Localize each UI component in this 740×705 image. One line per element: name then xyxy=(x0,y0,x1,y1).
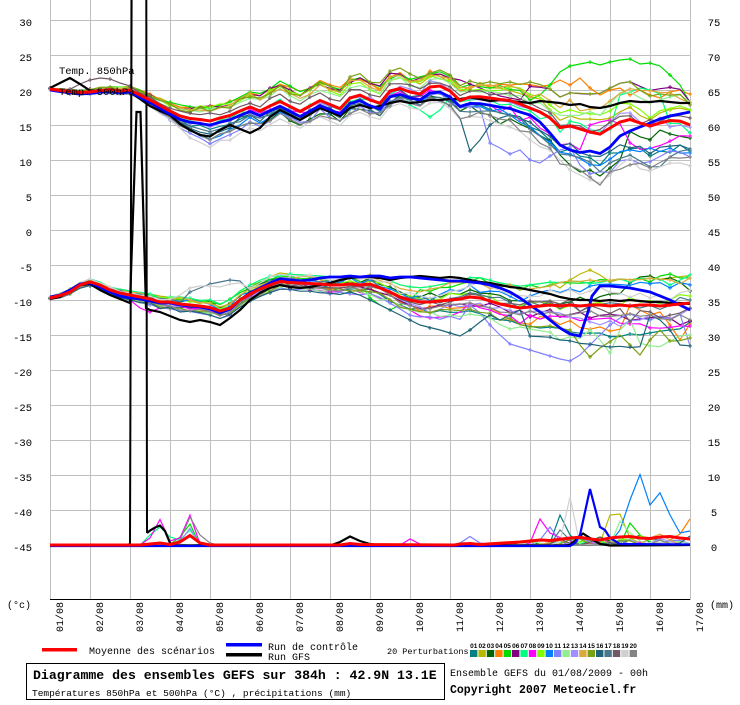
svg-text:Run GFS: Run GFS xyxy=(268,653,310,664)
svg-text:60: 60 xyxy=(708,123,721,135)
svg-text:-40: -40 xyxy=(13,508,32,520)
svg-text:15: 15 xyxy=(19,123,32,135)
svg-text:0: 0 xyxy=(711,543,717,555)
svg-text:09/08: 09/08 xyxy=(375,602,387,632)
svg-text:18: 18 xyxy=(613,643,621,650)
svg-text:(mm): (mm) xyxy=(710,600,734,612)
svg-text:-25: -25 xyxy=(13,403,32,415)
svg-text:11: 11 xyxy=(554,643,561,650)
svg-text:Run de contrôle: Run de contrôle xyxy=(268,642,358,654)
svg-text:Temp. 500hPa: Temp. 500hPa xyxy=(59,87,135,99)
svg-text:14/08: 14/08 xyxy=(575,602,587,632)
svg-text:20 Perturbations: 20 Perturbations xyxy=(387,647,469,657)
svg-text:02/08: 02/08 xyxy=(95,602,107,632)
svg-text:30: 30 xyxy=(708,333,721,345)
svg-text:12: 12 xyxy=(562,643,570,650)
svg-text:-45: -45 xyxy=(13,543,32,555)
svg-text:Ensemble GEFS du 01/08/2009 -: Ensemble GEFS du 01/08/2009 - 00h xyxy=(450,668,648,680)
svg-text:50: 50 xyxy=(708,193,721,205)
svg-text:03/08: 03/08 xyxy=(135,602,147,632)
svg-text:20: 20 xyxy=(630,643,638,650)
svg-text:10: 10 xyxy=(708,473,721,485)
svg-text:06/08: 06/08 xyxy=(255,602,267,632)
svg-text:0: 0 xyxy=(26,228,32,240)
svg-text:Températures 850hPa et 500hPa: Températures 850hPa et 500hPa (°C) , pré… xyxy=(32,688,351,699)
svg-text:01/08: 01/08 xyxy=(55,602,67,632)
svg-text:20: 20 xyxy=(19,88,32,100)
svg-text:40: 40 xyxy=(708,263,721,275)
svg-text:(°c): (°c) xyxy=(7,600,31,612)
svg-text:07: 07 xyxy=(520,643,528,650)
svg-text:17: 17 xyxy=(604,643,612,650)
svg-text:04/08: 04/08 xyxy=(175,602,187,632)
svg-text:05: 05 xyxy=(504,643,512,650)
svg-text:-35: -35 xyxy=(13,473,32,485)
svg-text:55: 55 xyxy=(708,158,721,170)
svg-text:08: 08 xyxy=(529,643,537,650)
svg-text:16: 16 xyxy=(596,643,604,650)
svg-text:Diagramme des ensembles GEFS s: Diagramme des ensembles GEFS sur 384h : … xyxy=(33,668,437,683)
svg-text:10/08: 10/08 xyxy=(415,602,427,632)
svg-text:16/08: 16/08 xyxy=(655,602,667,632)
svg-text:Temp. 850hPa: Temp. 850hPa xyxy=(59,66,135,78)
svg-text:03: 03 xyxy=(487,643,495,650)
svg-text:13/08: 13/08 xyxy=(535,602,547,632)
svg-text:07/08: 07/08 xyxy=(295,602,307,632)
svg-text:35: 35 xyxy=(708,298,721,310)
svg-text:17/08: 17/08 xyxy=(695,602,707,632)
svg-text:15: 15 xyxy=(708,438,721,450)
svg-text:-5: -5 xyxy=(19,263,32,275)
svg-text:19: 19 xyxy=(621,643,629,650)
svg-text:-30: -30 xyxy=(13,438,32,450)
svg-text:01: 01 xyxy=(470,643,478,650)
svg-text:25: 25 xyxy=(708,368,721,380)
svg-text:75: 75 xyxy=(708,18,721,30)
svg-text:65: 65 xyxy=(708,88,721,100)
svg-text:09: 09 xyxy=(537,643,545,650)
svg-text:10: 10 xyxy=(546,643,554,650)
svg-text:12/08: 12/08 xyxy=(495,602,507,632)
svg-text:-15: -15 xyxy=(13,333,32,345)
svg-text:Moyenne des scénarios: Moyenne des scénarios xyxy=(89,646,215,658)
svg-text:-20: -20 xyxy=(13,368,32,380)
svg-text:15/08: 15/08 xyxy=(615,602,627,632)
svg-text:15: 15 xyxy=(588,643,596,650)
svg-text:13: 13 xyxy=(571,643,579,650)
svg-text:14: 14 xyxy=(579,643,587,650)
svg-text:45: 45 xyxy=(708,228,721,240)
svg-text:10: 10 xyxy=(19,158,32,170)
svg-text:06: 06 xyxy=(512,643,520,650)
svg-text:08/08: 08/08 xyxy=(335,602,347,632)
svg-text:70: 70 xyxy=(708,53,721,65)
svg-text:02: 02 xyxy=(478,643,486,650)
svg-text:04: 04 xyxy=(495,643,503,650)
svg-text:11/08: 11/08 xyxy=(455,602,467,632)
svg-text:Copyright 2007 Meteociel.fr: Copyright 2007 Meteociel.fr xyxy=(450,684,636,697)
svg-text:-10: -10 xyxy=(13,298,32,310)
svg-text:5: 5 xyxy=(26,193,32,205)
svg-text:20: 20 xyxy=(708,403,721,415)
svg-text:5: 5 xyxy=(711,508,717,520)
svg-text:25: 25 xyxy=(19,53,32,65)
svg-text:30: 30 xyxy=(19,18,32,30)
svg-text:05/08: 05/08 xyxy=(215,602,227,632)
